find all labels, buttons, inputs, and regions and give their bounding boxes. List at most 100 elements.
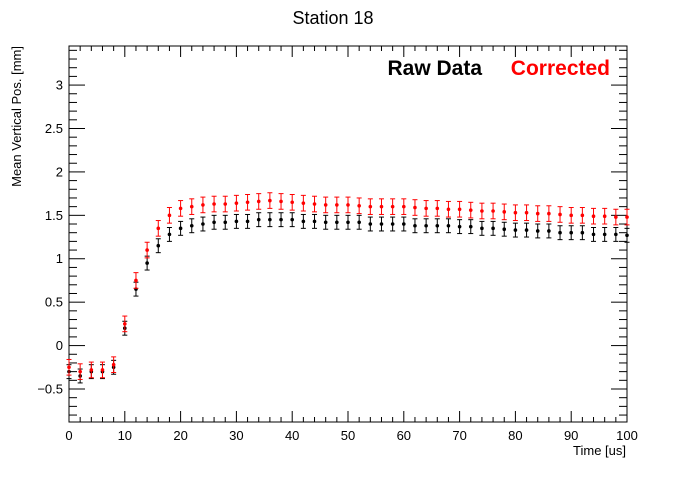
data-point [424,223,428,228]
data-point [614,215,618,219]
data-point [390,204,395,209]
x-tick-label: 100 [616,428,638,443]
data-point [602,214,607,218]
data-point [390,222,395,226]
series-raw-data [66,212,630,384]
data-point [268,217,272,222]
y-axis-label: Mean Vertical Pos. [mm] [9,46,24,187]
x-tick-label: 30 [229,428,243,443]
data-point [100,368,105,372]
x-axis-label: Time [us] [573,443,626,458]
data-point [78,369,82,374]
data-point [558,230,562,235]
data-point [245,200,250,205]
data-point [368,204,373,209]
data-point [123,322,127,326]
data-point [580,230,585,235]
data-point [357,203,361,208]
data-point [468,224,473,229]
data-point [145,261,149,265]
axes-group: 0 10 20 30 40 50 60 70 80 90 100 −0.5 0 0.5 1 1.5 2 2.5 3 [37,45,638,443]
legend-corrected: Corrected [511,57,610,80]
data-point [480,209,484,213]
data-point [591,232,596,237]
data-point [547,229,551,233]
data-point [301,219,306,224]
data-point [234,219,239,224]
x-tick-label: 40 [285,428,299,443]
y-tick-label: 2 [56,164,63,179]
data-point [245,219,250,224]
data-point [535,211,540,216]
data-point [580,213,585,218]
data-point [379,222,384,226]
plot-frame [68,45,628,423]
data-point [413,205,417,210]
data-point [602,232,607,237]
data-point [457,224,462,229]
data-point [111,362,116,367]
data-point [312,219,317,224]
data-point [491,226,495,231]
data-point [513,228,518,232]
data-points-group [66,192,630,384]
data-point [89,368,94,372]
data-point [156,243,161,248]
data-point [335,220,339,225]
data-point [535,229,540,233]
x-tick-label: 90 [564,428,578,443]
data-point [569,213,573,218]
data-point [379,204,384,209]
data-point [446,207,451,212]
y-tick-label: 1.5 [45,208,63,223]
data-point [524,228,529,232]
data-point [558,212,562,217]
x-tick-label: 80 [508,428,522,443]
data-point [614,232,618,237]
data-point [312,202,317,206]
data-point [346,203,350,207]
data-point [212,220,216,225]
data-point [256,217,261,222]
data-point [435,206,440,211]
data-point [156,226,161,231]
chart-title: Station 18 [292,8,373,28]
data-point [212,202,216,206]
data-point [547,211,551,216]
data-point [335,203,339,207]
legend-raw-data: Raw Data [387,57,482,80]
x-tick-label: 20 [173,428,187,443]
data-point [524,210,529,215]
data-point [178,206,183,211]
data-point [402,222,406,226]
series-corrected [66,192,630,380]
data-point [491,209,495,213]
x-tick-label: 0 [65,428,72,443]
x-tick-label: 10 [118,428,132,443]
data-point [323,203,328,207]
data-point [446,223,451,228]
data-point [256,199,261,204]
data-point [167,232,172,237]
data-point [502,227,507,232]
y-tick-label: −0.5 [37,382,63,397]
data-point [268,198,272,203]
data-point [178,226,183,231]
data-point [513,210,518,215]
x-tick-label: 70 [452,428,466,443]
data-point [424,206,428,211]
data-point [145,248,149,252]
data-point [279,199,283,204]
data-point [279,217,283,222]
data-point [569,230,573,235]
y-tick-label: 0 [56,338,63,353]
data-point [402,204,406,209]
data-point [189,204,194,209]
data-point [502,210,507,214]
y-tick-label: 0.5 [45,295,63,310]
y-tick-label: 3 [56,78,63,93]
data-point [480,226,484,231]
data-point [234,201,239,205]
